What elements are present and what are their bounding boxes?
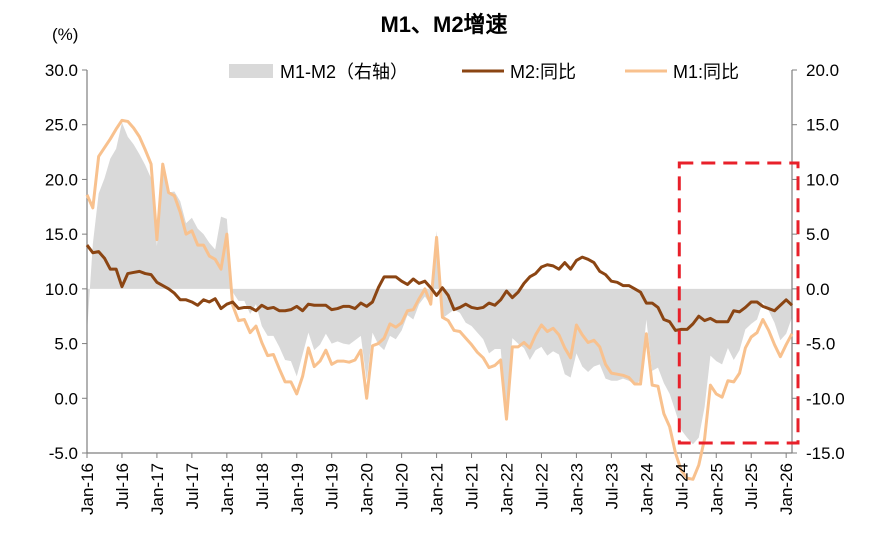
x-tick-label: Jul-16 [113,463,132,509]
x-tick-label: Jul-19 [323,463,342,509]
legend-swatch-area [229,64,273,78]
right-tick-label: -5.0 [806,335,835,354]
x-tick-label: Jul-21 [463,463,482,509]
x-tick-label: Jan-20 [358,463,377,515]
legend-label-m2: M2:同比 [510,62,576,82]
x-tick-label: Jul-17 [183,463,202,509]
x-tick-label: Jan-16 [78,463,97,515]
right-tick-label: -10.0 [806,389,845,408]
x-tick-label: Jul-18 [253,463,272,509]
left-tick-label: 15.0 [45,225,78,244]
right-tick-label: -15.0 [806,444,845,463]
x-tick-label: Jan-24 [637,463,656,515]
x-tick-label: Jan-17 [148,463,167,515]
right-tick-label: 20.0 [806,61,839,80]
tick-labels: 30.0 25.0 20.0 15.0 10.0 5.0 0.0 -5.0 20.0 15.0 10… [45,61,845,515]
x-tick-label: Jan-26 [777,463,796,515]
left-tick-label: 20.0 [45,170,78,189]
x-tick-label: Jul-22 [533,463,552,509]
left-tick-label: 25.0 [45,116,78,135]
x-tick-label: Jan-23 [567,463,586,515]
left-tick-label: 30.0 [45,61,78,80]
right-tick-label: 10.0 [806,170,839,189]
legend: M1-M2（右轴） M2:同比 M1:同比 [229,62,739,82]
right-tick-label: 5.0 [806,225,830,244]
x-tick-label: Jan-18 [218,463,237,515]
x-tick-label: Jul-23 [602,463,621,509]
x-tick-label: Jul-20 [393,463,412,509]
legend-label-m1: M1:同比 [673,62,739,82]
x-tick-label: Jan-22 [498,463,517,515]
x-tick-label: Jan-19 [288,463,307,515]
line-m2 [85,244,794,332]
right-tick-label: 0.0 [806,280,830,299]
line-m1 [85,118,794,481]
left-tick-label: 0.0 [54,389,78,408]
right-tick-label: 15.0 [806,116,839,135]
left-axis-unit-label: (%) [52,25,78,44]
left-tick-label: 5.0 [54,335,78,354]
x-tick-label: Jan-25 [707,463,726,515]
legend-label-area: M1-M2（右轴） [280,62,408,82]
left-tick-label: 10.0 [45,280,78,299]
left-tick-label: -5.0 [49,444,78,463]
chart-title: M1、M2增速 [380,12,507,37]
x-tick-label: Jul-25 [742,463,761,509]
x-tick-label: Jan-21 [428,463,447,515]
line-series [85,118,794,481]
x-tick-label: Jul-24 [672,463,691,509]
